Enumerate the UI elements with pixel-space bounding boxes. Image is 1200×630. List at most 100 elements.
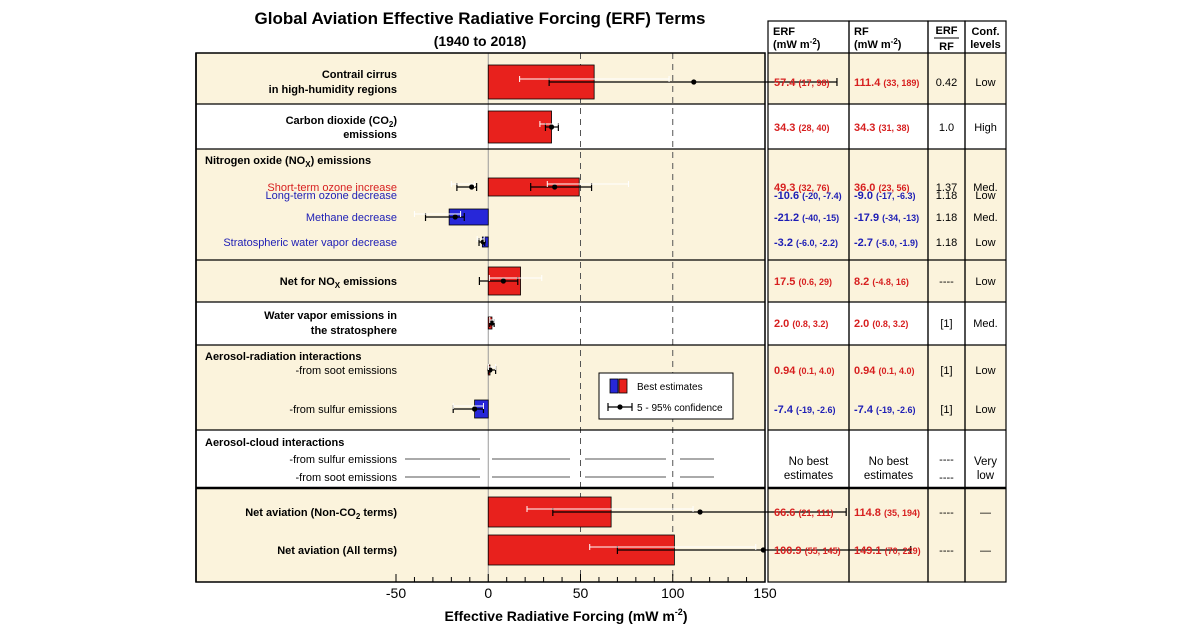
best-estimate-point [552, 184, 558, 190]
erf-best: 34.3 [774, 122, 798, 134]
row-label-part: terms) [360, 507, 397, 519]
row-label: Stratospheric water vapor decrease [223, 237, 397, 249]
x-axis-label-sup: -2 [675, 607, 683, 617]
table-section-band [965, 53, 1006, 104]
ratio-value: 1.18 [936, 212, 957, 224]
conf-value: Low [975, 365, 995, 377]
x-tick-label: 0 [484, 585, 492, 601]
rf-range: (-5.0, -1.9) [876, 238, 918, 248]
x-tick-label: -50 [386, 585, 406, 601]
table-section-band [965, 488, 1006, 582]
erf-best: 2.0 [774, 318, 792, 330]
ratio-value: ---- [939, 454, 954, 466]
table-section-band [849, 260, 928, 302]
table-section-band [849, 149, 928, 260]
erf-best: -10.6 [774, 190, 802, 202]
rf-best: -7.4 [854, 404, 876, 416]
erf-value: 0.94 (0.1, 4.0) [774, 365, 835, 377]
col-header-rf-units: (mW m-2) [854, 37, 902, 51]
rf-best: 149.1 [854, 545, 885, 557]
rf-best: 111.4 [854, 77, 883, 89]
erf-best: 57.4 [774, 77, 798, 89]
col-header-erf: ERF [773, 26, 795, 38]
erf-range: (-40, -15) [802, 213, 839, 223]
conf-value: High [974, 122, 997, 134]
table-section-band [768, 260, 849, 302]
col-header-erf-units-part: -2 [810, 37, 818, 46]
no-estimate-erf-2: estimates [784, 470, 833, 482]
rf-best: 34.3 [854, 122, 878, 134]
table-section-band [768, 149, 849, 260]
table-section-band [928, 149, 965, 260]
erf-range: (-20, -7.4) [802, 191, 842, 201]
erf-value: -3.2 (-6.0, -2.2) [774, 237, 838, 249]
table-section-band [768, 488, 849, 582]
erf-range: (0.6, 29) [798, 277, 832, 287]
rf-value: 114.8 (35, 194) [854, 507, 920, 519]
erf-value: 100.9 (55, 145) [774, 545, 841, 557]
best-estimate-point [697, 509, 703, 515]
rf-best: 0.94 [854, 365, 878, 377]
erf-value: 2.0 (0.8, 3.2) [774, 318, 828, 330]
plot-section-band [196, 488, 765, 582]
best-estimate-point [500, 278, 506, 284]
rf-range: (31, 38) [878, 123, 909, 133]
erf-range: (-6.0, -2.2) [796, 238, 838, 248]
row-label-part: Net aviation (Non-CO [245, 507, 356, 519]
x-tick-label: 50 [573, 585, 589, 601]
x-tick-label: 150 [753, 585, 777, 601]
rf-range: (-34, -13) [882, 213, 919, 223]
conf-value: Med. [973, 212, 997, 224]
rf-best: 36.0 [854, 182, 878, 194]
rf-value: -2.7 (-5.0, -1.9) [854, 237, 918, 249]
col-header-erf-units-part: (mW m [773, 39, 810, 51]
rf-range: (-19, -2.6) [876, 405, 916, 415]
ratio-value: 1.18 [936, 237, 957, 249]
chart-title: Global Aviation Effective Radiative Forc… [255, 9, 706, 28]
erf-best: 0.94 [774, 365, 798, 377]
table-section-band [849, 345, 928, 430]
row-label: Contrail cirrus [322, 69, 397, 81]
group-header: Aerosol-radiation interactions [205, 351, 361, 363]
ratio-value: 1.0 [939, 122, 954, 134]
labels: -50 0 50 100 150 Effective Radiative Forcing … [205, 9, 1001, 624]
best-estimate-point [469, 184, 475, 190]
ratio-value: 1.37 [936, 182, 957, 194]
chart-subtitle: (1940 to 2018) [434, 33, 527, 49]
row-label-line2: the stratosphere [311, 325, 397, 337]
legend-blue-swatch [609, 378, 619, 394]
row-label-part: Carbon dioxide (CO [286, 115, 390, 127]
ratio-value: 1.18 [936, 190, 957, 202]
table-section-band [849, 53, 928, 104]
row-label: Short-term ozone increase [267, 182, 397, 194]
conf-value: Med. [973, 182, 997, 194]
col-header-erf-units-part: ) [817, 39, 821, 51]
best-estimate-point [548, 124, 555, 130]
conf-value: — [980, 507, 991, 519]
row-label-part: Net for NO [280, 276, 335, 288]
erf-value: 17.5 (0.6, 29) [774, 276, 832, 288]
erf-range: (32, 76) [798, 183, 829, 193]
ratio-value: ---- [939, 276, 954, 288]
rf-range: (0.1, 4.0) [878, 366, 914, 376]
rf-best: 114.8 [854, 507, 884, 519]
group-header: Aerosol-cloud interactions [205, 437, 344, 449]
erf-best: -21.2 [774, 212, 802, 224]
table-section-band [928, 53, 965, 104]
row-label-part: X [335, 281, 341, 290]
bars [405, 64, 912, 566]
group-header-part: X [305, 160, 311, 169]
col-header-conf: Conf. [971, 26, 999, 38]
row-label-part: emissions [340, 276, 397, 288]
erf-range: (21, 111) [798, 508, 833, 518]
x-axis-label: Effective Radiative Forcing (mW m-2) [445, 607, 688, 624]
ratio-value: [1] [940, 365, 952, 377]
rf-range: (-17, -6.3) [876, 191, 916, 201]
rf-range: (33, 189) [883, 78, 919, 88]
table-section-band [965, 345, 1006, 430]
no-estimate-rf-2: estimates [864, 470, 913, 482]
erf-range: (0.1, 4.0) [798, 366, 834, 376]
best-estimate-point [480, 239, 486, 245]
erf-value: 57.4 (17, 98) [774, 77, 830, 89]
